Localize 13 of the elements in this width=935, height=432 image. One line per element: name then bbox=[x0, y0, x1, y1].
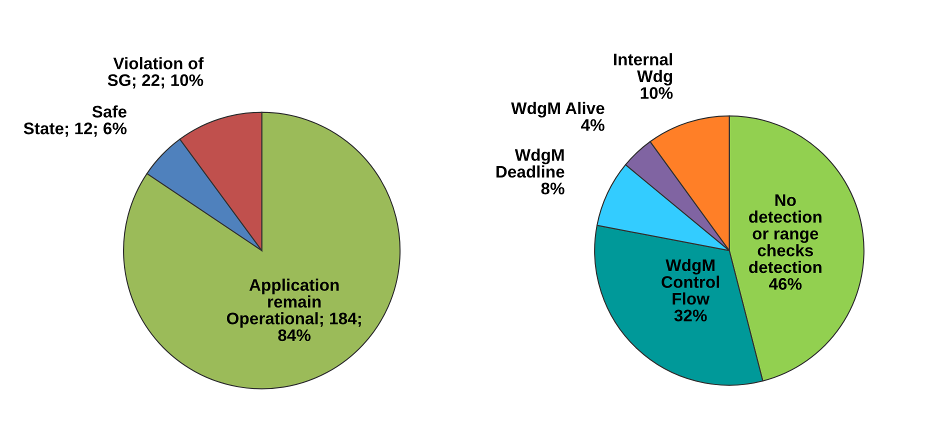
data-label: 4% bbox=[581, 119, 604, 131]
slice-label: WdgM Deadline bbox=[496, 148, 564, 178]
data-label: 10% bbox=[640, 87, 673, 99]
slice-label: Internal Wdg bbox=[614, 53, 672, 86]
data-label: 46% bbox=[768, 278, 802, 290]
slice-label: No detection or range checks detection bbox=[749, 194, 822, 274]
slice-label: Application remain Operational; 184; 84% bbox=[226, 278, 361, 342]
slice-label: Violation of SG; 22; 10% bbox=[108, 57, 204, 88]
slice-label: WdgM Alive bbox=[511, 102, 604, 118]
data-label: 32% bbox=[674, 310, 707, 322]
slice-label: WdgM Control Flow bbox=[662, 258, 720, 305]
slice-label: Safe State; 12; 6% bbox=[24, 105, 127, 137]
data-label: 8% bbox=[541, 182, 564, 194]
